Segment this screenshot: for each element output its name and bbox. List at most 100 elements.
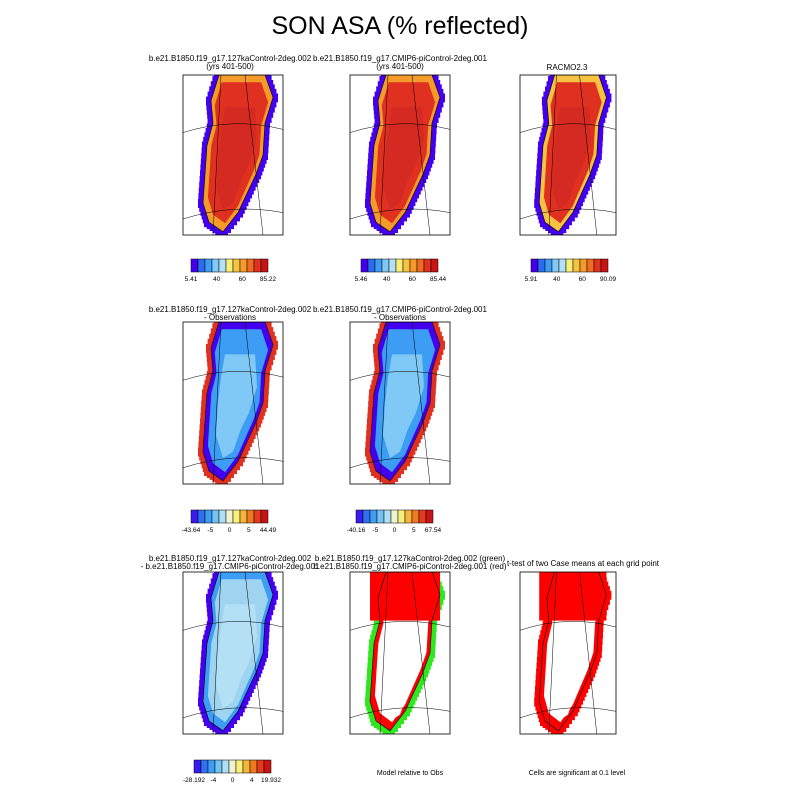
longitude-line <box>579 75 598 235</box>
ice-sheet-core <box>383 354 424 459</box>
colorbar-swatch <box>256 759 265 774</box>
colorbar-swatch <box>362 509 371 524</box>
colorbar-swatch <box>537 258 546 273</box>
panel-title-p3: RACMO2.3 <box>437 64 697 72</box>
colorbar-swatch <box>228 759 237 774</box>
latitude-line <box>350 371 450 381</box>
colorbar-swatch <box>404 509 413 524</box>
colorbar-swatch <box>221 759 230 774</box>
significant-area <box>539 572 607 621</box>
coastline <box>202 322 274 482</box>
colorbar-swatch <box>586 258 595 273</box>
map-frame <box>519 74 617 236</box>
longitude-line <box>379 75 389 235</box>
colorbar-tick-label: 60 <box>409 276 417 283</box>
coastline <box>369 75 441 233</box>
colorbar-swatch <box>600 258 609 273</box>
colorbar-swatch <box>249 759 258 774</box>
coastline <box>202 572 274 732</box>
longitude-line <box>548 572 557 734</box>
colorbar-2: 5.46 40 60 85.44 <box>355 258 447 283</box>
colorbar-tick-label: 5.91 <box>525 276 538 283</box>
colorbar-tick-label: 5 <box>412 527 416 534</box>
colorbar-swatch <box>193 759 202 774</box>
non-significant-area <box>383 617 424 721</box>
colorbar-swatch <box>218 258 227 273</box>
colorbar-swatch <box>397 509 406 524</box>
colorbar-tick-label: 19.932 <box>261 777 281 784</box>
colorbar-swatch <box>235 759 244 774</box>
colorbar-swatch <box>232 258 241 273</box>
map-panel-4 <box>182 321 284 485</box>
colorbar-swatch <box>425 509 434 524</box>
colorbar-swatch <box>402 258 411 273</box>
colorbar-tick-label: 40 <box>553 276 561 283</box>
panel-title-line2: (yrs 401-500) <box>376 62 424 71</box>
map-panel-7 <box>349 571 451 735</box>
latitude-line <box>350 707 450 719</box>
colorbar-swatch <box>204 509 213 524</box>
panel-title-line1: b.e21.B1850.f19_g17.127kaControl-2deg.00… <box>148 305 312 314</box>
panel-title-p5: b.e21.B1850.f19_g17.CMIP6-piControl-2deg… <box>270 306 530 322</box>
ice-sheet-core <box>216 107 257 210</box>
map-panel-2 <box>349 74 451 236</box>
colorbar-swatch <box>565 258 574 273</box>
colorbar-swatch <box>260 258 269 273</box>
colorbar-tick-label: 90.09 <box>600 276 617 283</box>
colorbar-swatch <box>225 258 234 273</box>
panel-note-p8: Model relative to Obs <box>376 770 444 777</box>
latitude-line <box>183 707 283 719</box>
colorbar-swatch <box>395 258 404 273</box>
colorbar-swatch <box>253 258 262 273</box>
map-panel-8 <box>519 571 617 735</box>
latitude-line <box>350 208 450 220</box>
colorbar-swatch <box>190 258 199 273</box>
latitude-line <box>183 621 283 631</box>
longitude-line <box>244 322 264 484</box>
colorbar-swatch <box>390 509 399 524</box>
colorbar-swatch <box>263 759 272 774</box>
panel-title-line2: - Observations <box>373 313 427 322</box>
colorbar-swatch <box>239 509 248 524</box>
longitude-line <box>411 75 431 235</box>
colorbar-tick-label: 85.22 <box>260 276 277 283</box>
colorbar-swatch <box>544 258 553 273</box>
colorbar-swatch <box>367 258 376 273</box>
latitude-line <box>350 123 450 133</box>
colorbar-tick-label: 5.41 <box>185 276 198 283</box>
colorbar-swatch <box>558 258 567 273</box>
coastline <box>369 322 441 482</box>
coastline <box>202 75 274 233</box>
colorbar-tick-label: -28.192 <box>183 777 205 784</box>
colorbar-swatch <box>211 509 220 524</box>
coastline <box>538 572 607 732</box>
colorbar-tick-label: 40 <box>213 276 221 283</box>
colorbar-swatch <box>418 509 427 524</box>
colorbar-tick-label: 85.44 <box>430 276 447 283</box>
panel-title-p8: b.e21.B1850.f19_g17.127kaControl-2deg.00… <box>280 555 540 571</box>
coastline <box>538 75 607 233</box>
colorbar-swatch <box>376 509 385 524</box>
longitude-line <box>411 572 431 734</box>
coastline <box>369 572 441 732</box>
panel-title-p2: b.e21.B1850.f19_g17.CMIP6-piControl-2deg… <box>270 55 530 71</box>
colorbar-tick-label: 0 <box>228 527 232 534</box>
panel-title-line2: (yrs 401-500) <box>206 62 254 71</box>
colorbar-tick-label: -43.64 <box>182 527 201 534</box>
panel-title-line1: b.e21.B1850.f19_g17.CMIP6-piControl-2deg… <box>313 305 487 314</box>
longitude-line <box>579 572 598 734</box>
colorbar-swatch <box>253 509 262 524</box>
map-frame <box>519 571 617 735</box>
longitude-line <box>548 75 557 235</box>
ice-sheet-core <box>216 354 257 459</box>
panel-title-line1: b.e21.B1850.f19_g17.127kaControl-2deg.00… <box>314 554 506 563</box>
colorbar-swatch <box>423 258 432 273</box>
significant-area <box>370 572 440 621</box>
colorbar-1: 5.41 40 60 85.22 <box>185 258 277 283</box>
map-panel-1 <box>182 74 284 236</box>
colorbar-swatch <box>232 509 241 524</box>
colorbar-tick-label: 60 <box>579 276 587 283</box>
colorbar-swatch <box>579 258 588 273</box>
latitude-line <box>183 208 283 220</box>
